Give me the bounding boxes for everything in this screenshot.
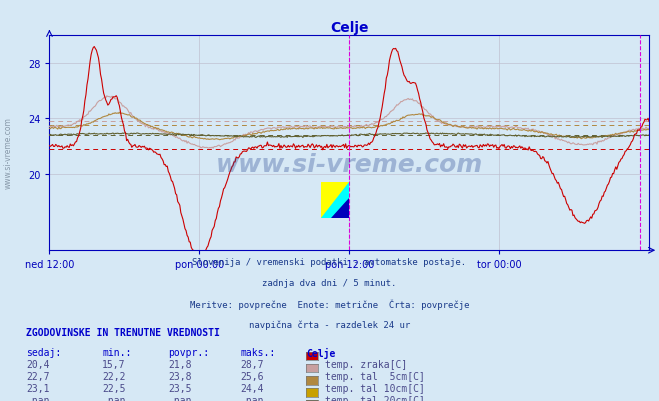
Text: temp. tal 10cm[C]: temp. tal 10cm[C] — [325, 383, 425, 393]
Text: 22,2: 22,2 — [102, 371, 126, 381]
Text: Slovenija / vremenski podatki - avtomatske postaje.: Slovenija / vremenski podatki - avtomats… — [192, 257, 467, 266]
Text: 23,8: 23,8 — [168, 371, 192, 381]
Text: povpr.:: povpr.: — [168, 347, 209, 357]
Text: www.si-vreme.com: www.si-vreme.com — [3, 117, 13, 188]
Text: 24,4: 24,4 — [241, 383, 264, 393]
Text: 15,7: 15,7 — [102, 359, 126, 369]
Text: Meritve: povprečne  Enote: metrične  Črta: povprečje: Meritve: povprečne Enote: metrične Črta:… — [190, 299, 469, 310]
Text: maks.:: maks.: — [241, 347, 275, 357]
Text: zadnja dva dni / 5 minut.: zadnja dva dni / 5 minut. — [262, 278, 397, 287]
Title: Celje: Celje — [330, 21, 368, 35]
Polygon shape — [321, 182, 349, 219]
Text: temp. zraka[C]: temp. zraka[C] — [325, 359, 407, 369]
Text: 23,5: 23,5 — [168, 383, 192, 393]
Text: 25,6: 25,6 — [241, 371, 264, 381]
Text: sedaj:: sedaj: — [26, 347, 61, 357]
Text: Celje: Celje — [306, 347, 336, 358]
Text: 23,1: 23,1 — [26, 383, 50, 393]
Text: -nan: -nan — [102, 395, 126, 401]
Text: 20,4: 20,4 — [26, 359, 50, 369]
Text: 21,8: 21,8 — [168, 359, 192, 369]
Text: www.si-vreme.com: www.si-vreme.com — [215, 153, 483, 177]
Text: 28,7: 28,7 — [241, 359, 264, 369]
Text: ZGODOVINSKE IN TRENUTNE VREDNOSTI: ZGODOVINSKE IN TRENUTNE VREDNOSTI — [26, 327, 220, 337]
Text: 22,7: 22,7 — [26, 371, 50, 381]
Polygon shape — [331, 199, 349, 219]
Text: -nan: -nan — [26, 395, 50, 401]
Polygon shape — [321, 182, 349, 219]
Text: -nan: -nan — [168, 395, 192, 401]
Text: -nan: -nan — [241, 395, 264, 401]
Text: navpična črta - razdelek 24 ur: navpična črta - razdelek 24 ur — [249, 320, 410, 330]
Text: 22,5: 22,5 — [102, 383, 126, 393]
Text: min.:: min.: — [102, 347, 132, 357]
Text: temp. tal  5cm[C]: temp. tal 5cm[C] — [325, 371, 425, 381]
Text: temp. tal 20cm[C]: temp. tal 20cm[C] — [325, 395, 425, 401]
